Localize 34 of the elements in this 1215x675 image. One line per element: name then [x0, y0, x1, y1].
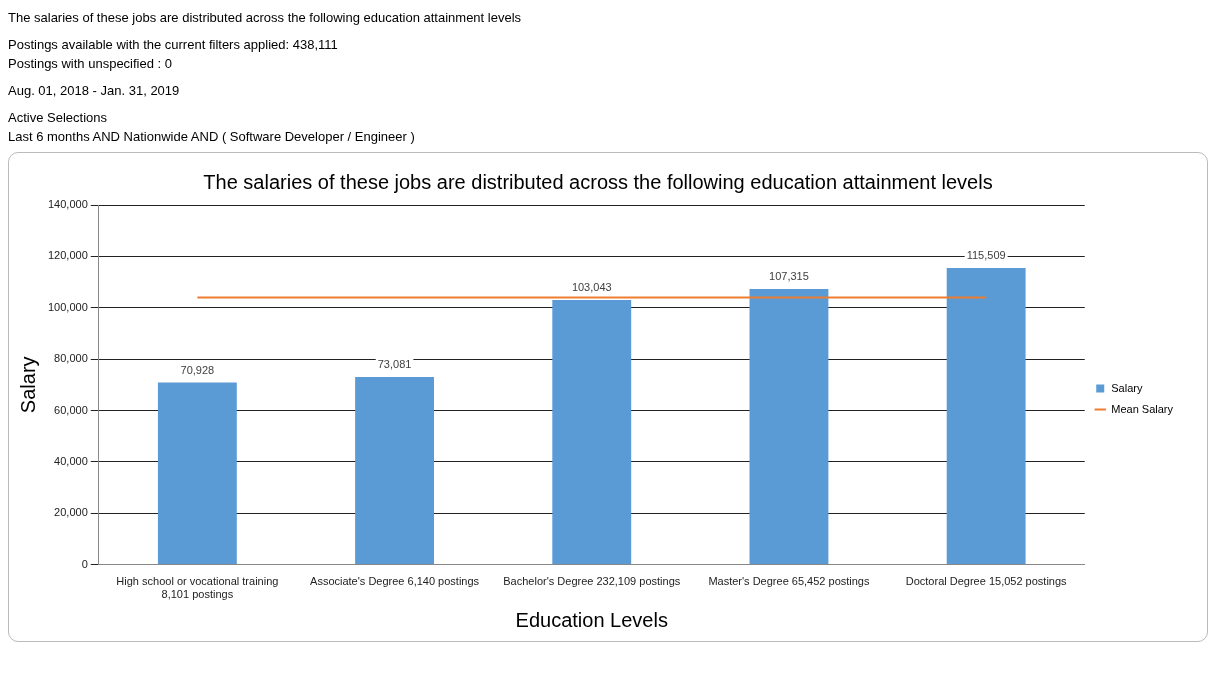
y-tick-label: 120,000 — [48, 249, 88, 262]
data-label: 103,043 — [571, 281, 612, 294]
chart-title: The salaries of these jobs are distributed across the following education attainment levels — [203, 170, 993, 193]
x-tick-label: High school or vocational training 8,101 postings — [116, 575, 279, 601]
x-tick-label: Master's Degree 65,452 postings — [708, 575, 870, 588]
bar — [552, 299, 632, 565]
y-tick-label: 100,000 — [48, 300, 88, 313]
x-tick-label: Bachelor's Degree 232,109 postings — [503, 575, 681, 588]
text: Last 6 months AND Nationwide AND ( Software Developer / Engineer ) — [8, 128, 416, 146]
data-label: 107,315 — [769, 270, 809, 283]
y-tick-label: 0 — [81, 557, 88, 570]
y-tick-label: 140,000 — [48, 198, 88, 211]
data-label: 70,928 — [180, 363, 215, 376]
text: Postings with unspecified : 0 — [8, 55, 174, 73]
bar — [355, 376, 434, 565]
x-axis-title: Education Levels — [515, 608, 668, 631]
x-tick-label: Doctoral Degree 15,052 postings — [905, 575, 1068, 588]
y-tick-label: 40,000 — [54, 454, 88, 467]
bar — [946, 267, 1026, 565]
text: The salaries of these jobs are distributed across the following education attainment levels — [8, 9, 523, 27]
data-label: 115,509 — [966, 249, 1006, 262]
text: Active Selections — [8, 109, 108, 127]
data-label: 73,081 — [377, 358, 412, 371]
y-axis-title: Salary — [16, 356, 39, 414]
bar — [157, 382, 237, 565]
legend-label: Salary — [1111, 381, 1143, 394]
x-tick-label: Associate's Degree 6,140 postings — [310, 575, 480, 588]
y-tick-label: 80,000 — [54, 352, 88, 365]
y-tick-label: 20,000 — [54, 506, 88, 519]
y-tick-label: 60,000 — [54, 403, 88, 416]
text: Postings available with the current filters applied: 438,111 — [8, 36, 339, 54]
bar — [749, 288, 829, 565]
legend-label: Mean Salary — [1111, 402, 1174, 415]
text: Aug. 01, 2018 - Jan. 31, 2019 — [8, 82, 181, 100]
